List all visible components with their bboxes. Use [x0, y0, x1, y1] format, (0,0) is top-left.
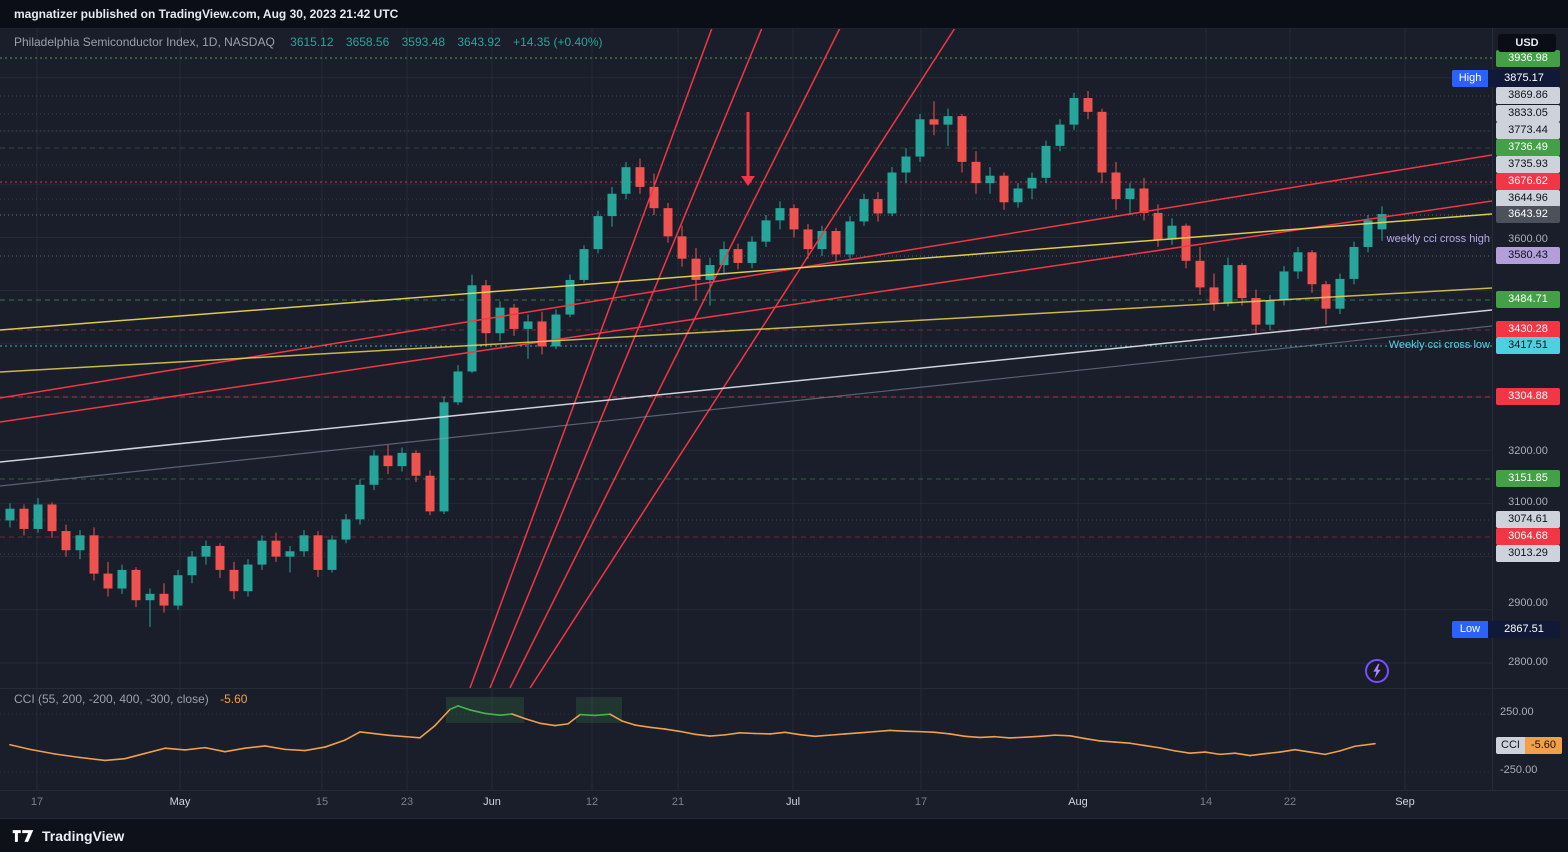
time-label-21: 21 [671, 796, 685, 808]
header-divider [0, 28, 1568, 29]
ohlc-high: 3658.56 [345, 35, 390, 49]
cci-badge-label: CCI [1496, 737, 1525, 754]
time-axis-divider [0, 790, 1568, 791]
publish-header: magnatizer published on TradingView.com,… [0, 0, 1568, 28]
note-weekly-cci-cross-high[interactable]: weekly cci cross high [1386, 233, 1490, 245]
ohlc-open: 3615.12 [290, 35, 334, 49]
time-label-22: 22 [1283, 796, 1297, 808]
ohlc-close: 3643.92 [457, 35, 501, 49]
tradingview-logo-icon[interactable] [12, 828, 34, 844]
time-label-Jun: Jun [483, 796, 501, 808]
cci-value-badge: CCI -5.60 [1496, 737, 1563, 754]
cci-badge-value: -5.60 [1524, 737, 1563, 754]
lightning-icon [1373, 663, 1381, 679]
time-label-14: 14 [1199, 796, 1213, 808]
time-label-Jul: Jul [785, 796, 801, 808]
note-weekly-cci-cross-low[interactable]: Weekly cci cross low [1388, 339, 1490, 351]
price-axis-divider [1492, 28, 1493, 790]
time-label-May: May [169, 796, 191, 808]
time-label-Sep: Sep [1395, 796, 1415, 808]
time-label-17: 17 [30, 796, 44, 808]
time-label-12: 12 [585, 796, 599, 808]
currency-toggle-button[interactable]: USD [1498, 34, 1556, 52]
cci-axis-250: 250.00 [1500, 706, 1534, 718]
symbol-legend[interactable]: Philadelphia Semiconductor Index, 1D, NA… [14, 35, 612, 49]
time-label-23: 23 [400, 796, 414, 808]
cci-legend[interactable]: CCI (55, 200, -200, 400, -300, close) -5… [14, 692, 247, 706]
time-axis[interactable]: 17 May 15 23 Jun 12 21 Jul 17 Aug 14 22 Sep [0, 790, 1492, 818]
cci-legend-title: CCI (55, 200, -200, 400, -300, close) [14, 692, 209, 706]
ohlc-low: 3593.48 [401, 35, 446, 49]
cci-legend-value: -5.60 [220, 692, 248, 706]
tradingview-brand[interactable]: TradingView [42, 827, 125, 844]
time-label-Aug: Aug [1068, 796, 1088, 808]
cci-pane-divider[interactable] [0, 688, 1568, 689]
footer-bar: TradingView [0, 818, 1568, 852]
change-value: +14.35 (+0.40%) [513, 35, 603, 49]
cci-axis-minus-250: -250.00 [1500, 764, 1538, 776]
symbol-title: Philadelphia Semiconductor Index, 1D, NA… [14, 35, 275, 49]
time-label-17: 17 [914, 796, 928, 808]
time-label-15: 15 [315, 796, 329, 808]
lightning-button[interactable] [1365, 659, 1389, 683]
